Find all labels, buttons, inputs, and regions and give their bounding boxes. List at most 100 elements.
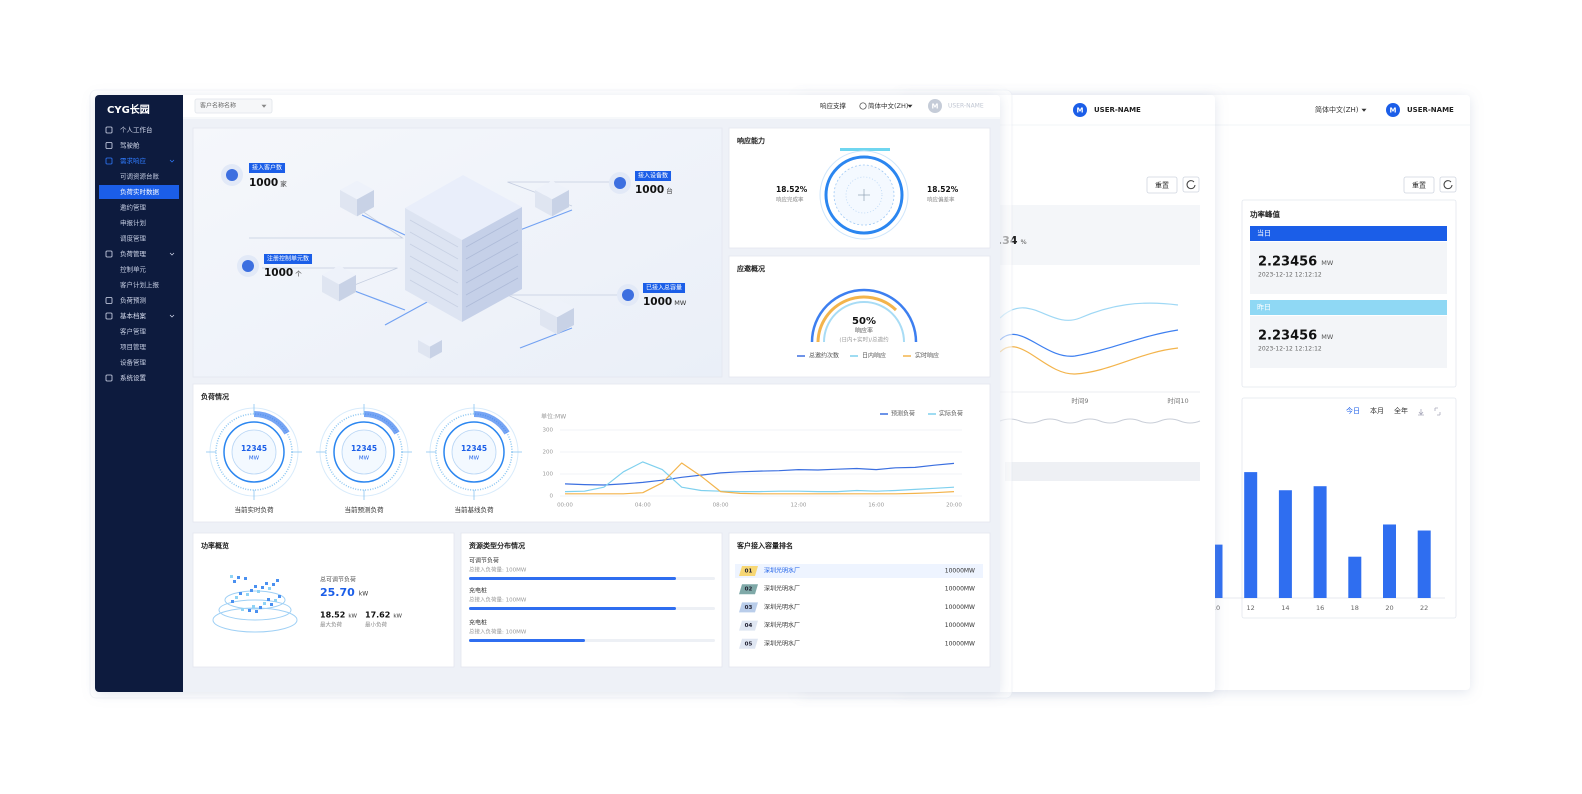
- rate-value: 18.52%: [927, 185, 959, 194]
- particle: [248, 609, 251, 612]
- submenu-item: 客户计划上报: [120, 280, 160, 289]
- stat-label: 接入设备数: [638, 172, 668, 180]
- x-tick-label: 12: [1247, 604, 1255, 612]
- rank: 05: [745, 641, 753, 647]
- particle: [261, 586, 264, 589]
- caret-icon: [907, 104, 913, 108]
- particle: [230, 575, 233, 578]
- rank-badge: [739, 638, 758, 649]
- server-rack: [409, 279, 459, 308]
- decor-slider: [999, 418, 1201, 424]
- label: 客户名称名称: [200, 102, 236, 110]
- stat-label: 已接入总容量: [646, 284, 682, 292]
- card-title: 负荷情况: [201, 392, 229, 401]
- resources-card: [460, 532, 723, 668]
- label: 2023-12-12 12:12:12: [1258, 272, 1322, 279]
- server-rack: [409, 219, 459, 248]
- menu-item: 基本档案: [120, 311, 147, 320]
- particle: [235, 596, 238, 599]
- submenu-item: 邀约管理: [120, 203, 147, 212]
- particle: [267, 598, 270, 601]
- gauge-label: 当前实时负荷: [235, 505, 275, 514]
- label: 重置: [1155, 182, 1169, 190]
- customer-name: 深圳光明水厂: [764, 621, 800, 629]
- axis-unit: 单位:MW: [541, 413, 566, 421]
- x-tick-label: 14: [1281, 604, 1289, 612]
- menu-item: 驾驶舱: [120, 141, 140, 150]
- particle: [270, 603, 273, 606]
- customer-name: 深圳光明水厂: [764, 585, 800, 593]
- rank-badge: [739, 584, 758, 595]
- metric-value: 18.52: [320, 611, 345, 620]
- customer-name: 深圳光明水厂: [764, 603, 800, 611]
- cube: [357, 190, 374, 217]
- period-tab: 今日: [1346, 406, 1360, 415]
- gauge-value: 12345: [241, 444, 267, 453]
- globe-icon: [859, 102, 867, 110]
- ring: [845, 176, 883, 214]
- stat-tag: [635, 171, 672, 181]
- cube: [540, 298, 574, 318]
- label: 简体中文(ZH): [1315, 105, 1359, 114]
- menu-icon: [105, 157, 113, 165]
- server-rack: [465, 265, 519, 296]
- capacity: 10000MW: [945, 622, 975, 629]
- x-tick-label: 16:00: [868, 503, 884, 509]
- stat-value: 1000: [635, 184, 664, 196]
- connector: [249, 210, 404, 239]
- cube: [339, 275, 356, 302]
- server-rack: [409, 267, 459, 296]
- avatar-initial: M: [1077, 107, 1084, 115]
- x-tick-label: 时间9: [1071, 396, 1088, 405]
- rank: 03: [745, 605, 753, 611]
- stat-tag: [643, 283, 686, 293]
- particle: [254, 585, 257, 588]
- particle: [276, 579, 279, 582]
- stat-icon: [242, 260, 254, 272]
- connector: [351, 289, 406, 311]
- refresh-icon: [1186, 180, 1196, 190]
- connector: [361, 214, 406, 236]
- resource-detail: 总接入负荷量: 100MW: [469, 566, 527, 574]
- card-title: 功率概览: [201, 541, 229, 550]
- capacity: 10000MW: [945, 640, 975, 647]
- menu-item: 需求响应: [120, 156, 147, 165]
- server-top: [405, 175, 522, 240]
- gauge-ring: [231, 429, 277, 475]
- gauge-ring: [223, 421, 285, 483]
- legend-label: 实际负荷: [939, 410, 963, 418]
- customer-name: 深圳光明水厂: [764, 639, 800, 647]
- resource-detail: 总接入负荷量: 100MW: [469, 596, 527, 604]
- resource-name: 充电桩: [469, 587, 487, 595]
- refresh-button: [1439, 176, 1457, 193]
- card-title: 资源类型分布情况: [469, 541, 525, 550]
- rank-badge: [739, 566, 758, 576]
- avatar: [1386, 103, 1400, 117]
- x-tick-label: 08:00: [713, 503, 729, 509]
- particle: [239, 592, 242, 595]
- particle: [257, 590, 260, 593]
- particle: [278, 595, 281, 598]
- server-rack: [409, 255, 459, 284]
- particle: [231, 600, 234, 603]
- legend-label: 预测负荷: [891, 410, 915, 418]
- cube: [552, 190, 569, 217]
- avatar-initial: M: [1390, 107, 1397, 115]
- unit: kW: [359, 591, 368, 598]
- trend-card: [1241, 397, 1457, 619]
- submenu-item: 项目管理: [120, 342, 147, 351]
- gauge-arc: [823, 301, 905, 343]
- menu-icon: [105, 297, 113, 304]
- particle: [250, 589, 253, 592]
- peak-box: [1250, 242, 1447, 294]
- platform: [224, 590, 286, 610]
- connector: [519, 209, 573, 231]
- platform: [218, 599, 292, 621]
- label: 当日: [1257, 229, 1271, 238]
- card-title: 应邀概况: [737, 264, 765, 273]
- peak-value: 2.23456: [1258, 255, 1317, 270]
- menu-item: 负荷管理: [120, 249, 147, 258]
- series-line: [564, 462, 955, 486]
- gauge-ring: [451, 429, 497, 475]
